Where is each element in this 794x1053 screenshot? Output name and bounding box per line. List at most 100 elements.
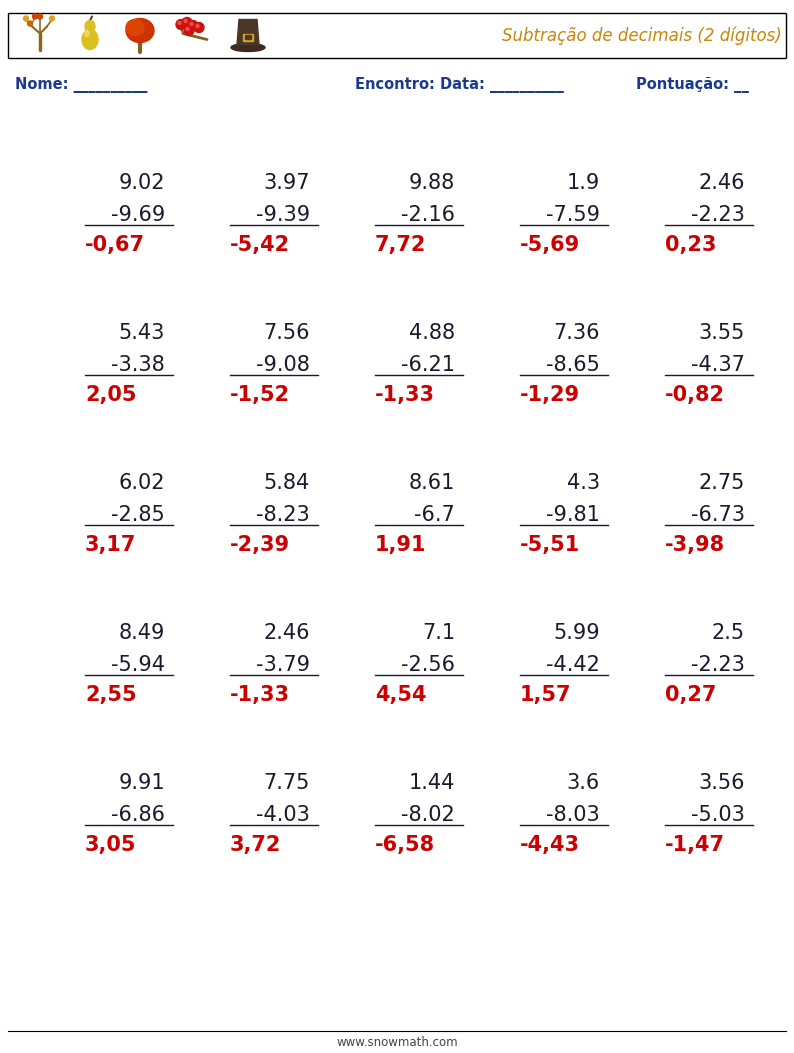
- FancyBboxPatch shape: [245, 35, 251, 39]
- Text: 3.6: 3.6: [567, 773, 600, 793]
- Text: 7.75: 7.75: [264, 773, 310, 793]
- Circle shape: [37, 14, 43, 19]
- Text: -1,29: -1,29: [520, 385, 580, 405]
- Text: -4.37: -4.37: [691, 355, 745, 375]
- Text: 5.84: 5.84: [264, 473, 310, 493]
- Text: -0,67: -0,67: [85, 235, 145, 255]
- Text: 1.9: 1.9: [567, 173, 600, 193]
- Text: 5.99: 5.99: [553, 623, 600, 643]
- Circle shape: [28, 21, 33, 26]
- Text: 9.91: 9.91: [118, 773, 165, 793]
- Text: -6.21: -6.21: [401, 355, 455, 375]
- Circle shape: [194, 22, 204, 33]
- Text: 3.55: 3.55: [699, 323, 745, 343]
- Text: -9.81: -9.81: [546, 505, 600, 525]
- Text: -5,42: -5,42: [230, 235, 290, 255]
- Text: -8.02: -8.02: [401, 804, 455, 824]
- Text: -7.59: -7.59: [546, 205, 600, 225]
- Text: -8.65: -8.65: [546, 355, 600, 375]
- Text: Encontro: Data: __________: Encontro: Data: __________: [355, 77, 564, 93]
- Text: 5.43: 5.43: [118, 323, 165, 343]
- Text: 8.49: 8.49: [118, 623, 165, 643]
- Text: -3.79: -3.79: [256, 655, 310, 675]
- Text: 2,55: 2,55: [85, 686, 137, 706]
- Ellipse shape: [126, 20, 144, 36]
- Text: www.snowmath.com: www.snowmath.com: [336, 1035, 458, 1049]
- Text: -8.23: -8.23: [256, 505, 310, 525]
- Text: 7.1: 7.1: [422, 623, 455, 643]
- Circle shape: [49, 16, 55, 21]
- Text: 9.88: 9.88: [409, 173, 455, 193]
- Text: 6.02: 6.02: [118, 473, 165, 493]
- Text: -2.16: -2.16: [401, 205, 455, 225]
- Text: 2.46: 2.46: [699, 173, 745, 193]
- Circle shape: [184, 25, 194, 36]
- Circle shape: [188, 20, 198, 31]
- Text: -5.94: -5.94: [111, 655, 165, 675]
- Circle shape: [176, 20, 186, 29]
- Text: -6.73: -6.73: [691, 505, 745, 525]
- Text: -2.56: -2.56: [401, 655, 455, 675]
- Text: 4,54: 4,54: [375, 686, 426, 706]
- Text: -5.03: -5.03: [691, 804, 745, 824]
- Text: 3.56: 3.56: [699, 773, 745, 793]
- Polygon shape: [237, 20, 259, 44]
- Circle shape: [178, 21, 181, 24]
- Text: 7.36: 7.36: [553, 323, 600, 343]
- Text: -5,69: -5,69: [520, 235, 580, 255]
- Ellipse shape: [126, 19, 154, 42]
- Text: 7.56: 7.56: [264, 323, 310, 343]
- Ellipse shape: [82, 29, 98, 49]
- Text: -1,52: -1,52: [230, 385, 290, 405]
- Text: -2.23: -2.23: [691, 655, 745, 675]
- FancyBboxPatch shape: [243, 34, 253, 40]
- Ellipse shape: [85, 31, 89, 37]
- Circle shape: [190, 22, 193, 25]
- Text: 2.46: 2.46: [264, 623, 310, 643]
- Text: -9.69: -9.69: [110, 205, 165, 225]
- Text: -1,33: -1,33: [230, 686, 290, 706]
- Text: -9.39: -9.39: [256, 205, 310, 225]
- Text: -3,98: -3,98: [665, 535, 725, 555]
- Text: -3.38: -3.38: [111, 355, 165, 375]
- Text: 4.88: 4.88: [409, 323, 455, 343]
- Ellipse shape: [231, 43, 265, 52]
- Text: -6,58: -6,58: [375, 835, 435, 855]
- Text: Pontuação: __: Pontuação: __: [636, 77, 749, 93]
- Text: -2.23: -2.23: [691, 205, 745, 225]
- Text: -4.42: -4.42: [546, 655, 600, 675]
- Text: 2.5: 2.5: [712, 623, 745, 643]
- Text: -2.85: -2.85: [111, 505, 165, 525]
- Circle shape: [184, 20, 187, 22]
- Text: 3,72: 3,72: [230, 835, 281, 855]
- Text: 1,91: 1,91: [375, 535, 426, 555]
- Ellipse shape: [85, 20, 95, 33]
- Text: -6.86: -6.86: [111, 804, 165, 824]
- Text: Nome: __________: Nome: __________: [15, 77, 148, 93]
- Text: -1,47: -1,47: [665, 835, 725, 855]
- Text: -4,43: -4,43: [520, 835, 580, 855]
- Text: 1,57: 1,57: [520, 686, 572, 706]
- Text: 3,05: 3,05: [85, 835, 137, 855]
- Text: 4.3: 4.3: [567, 473, 600, 493]
- Circle shape: [186, 27, 189, 31]
- Text: Subtração de decimais (2 dígitos): Subtração de decimais (2 dígitos): [503, 26, 782, 44]
- Text: 9.02: 9.02: [118, 173, 165, 193]
- Text: 1.44: 1.44: [409, 773, 455, 793]
- Text: -2,39: -2,39: [230, 535, 290, 555]
- Circle shape: [24, 16, 29, 21]
- Text: -4.03: -4.03: [256, 804, 310, 824]
- Text: 8.61: 8.61: [409, 473, 455, 493]
- Text: -9.08: -9.08: [256, 355, 310, 375]
- Text: 2,05: 2,05: [85, 385, 137, 405]
- Circle shape: [182, 18, 192, 27]
- Text: 0,23: 0,23: [665, 235, 716, 255]
- Text: -6.7: -6.7: [414, 505, 455, 525]
- Text: 3,17: 3,17: [85, 535, 137, 555]
- Text: -8.03: -8.03: [546, 804, 600, 824]
- Text: -0,82: -0,82: [665, 385, 725, 405]
- Text: 2.75: 2.75: [699, 473, 745, 493]
- Circle shape: [196, 24, 199, 27]
- Text: 3.97: 3.97: [264, 173, 310, 193]
- Text: 7,72: 7,72: [375, 235, 426, 255]
